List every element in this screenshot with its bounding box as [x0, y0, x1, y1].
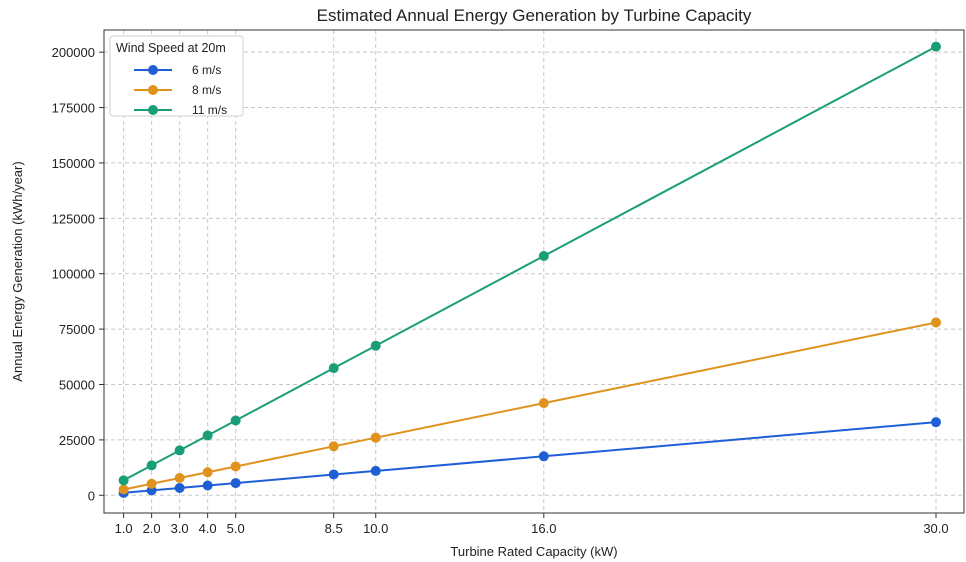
data-point: [230, 415, 241, 426]
data-point: [202, 480, 213, 491]
y-tick-label: 200000: [52, 45, 95, 60]
data-point: [328, 469, 339, 480]
y-tick-label: 175000: [52, 101, 95, 116]
series-11-m-s: [118, 41, 941, 486]
x-tick-label: 2.0: [143, 521, 161, 536]
grid-lines: [104, 30, 964, 513]
data-point: [930, 317, 941, 328]
data-point: [174, 472, 185, 483]
legend-box: [109, 35, 244, 117]
y-axis-label: Annual Energy Generation (kWh/year): [10, 161, 25, 381]
series-line: [123, 421, 937, 494]
x-tick-label: 3.0: [171, 521, 189, 536]
legend-label: 8 m/s: [192, 83, 221, 97]
x-axis-label: Turbine Rated Capacity (kW): [450, 544, 617, 559]
data-point: [146, 460, 157, 471]
data-point: [370, 432, 381, 443]
legend-item: 6 m/s: [134, 63, 221, 77]
data-point: [230, 461, 241, 472]
x-tick-label: 4.0: [199, 521, 217, 536]
data-point: [118, 484, 129, 495]
legend-swatch-marker: [148, 85, 158, 95]
x-tick-label: 8.5: [325, 521, 343, 536]
data-point: [538, 250, 549, 261]
plot-frame: [103, 29, 965, 514]
data-point: [538, 451, 549, 462]
x-tick-label: 16.0: [531, 521, 556, 536]
legend-item: 8 m/s: [134, 83, 221, 97]
data-point: [174, 445, 185, 456]
data-point: [230, 478, 241, 489]
x-tick-label: 30.0: [923, 521, 948, 536]
legend-item: 11 m/s: [134, 103, 227, 117]
y-tick-label: 50000: [59, 377, 95, 392]
series-line: [123, 45, 937, 482]
legend: Wind Speed at 20m 6 m/s 8 m/s 11 m/s: [109, 35, 244, 117]
data-point: [930, 417, 941, 428]
y-tick-label: 25000: [59, 433, 95, 448]
series-layer: [118, 41, 941, 498]
series-8-m-s: [118, 317, 941, 495]
chart-title: Estimated Annual Energy Generation by Tu…: [316, 6, 752, 25]
data-point: [118, 475, 129, 486]
data-point: [174, 482, 185, 493]
legend-swatch-marker: [148, 65, 158, 75]
series-6-m-s: [118, 417, 941, 498]
series-line: [123, 321, 937, 491]
x-tick-label: 5.0: [227, 521, 245, 536]
data-point: [370, 465, 381, 476]
legend-label: 11 m/s: [192, 103, 227, 117]
data-point: [370, 340, 381, 351]
data-point: [538, 398, 549, 409]
data-point: [202, 467, 213, 478]
axes: 1.0 2.0 3.0 4.0 5.0 8.5 10.0 16.0 30.0 0 25000 5000…: [10, 29, 965, 559]
data-point: [146, 478, 157, 489]
y-tick-label: 125000: [52, 211, 95, 226]
data-point: [202, 430, 213, 441]
legend-swatch-marker: [148, 105, 158, 115]
y-tick-label: 150000: [52, 156, 95, 171]
y-tick-label: 0: [88, 488, 95, 503]
legend-title: Wind Speed at 20m: [116, 41, 226, 55]
y-tick-label: 75000: [59, 322, 95, 337]
data-point: [328, 441, 339, 452]
legend-label: 6 m/s: [192, 63, 221, 77]
x-tick-label: 1.0: [115, 521, 133, 536]
data-point: [328, 363, 339, 374]
y-tick-label: 100000: [52, 267, 95, 282]
x-tick-label: 10.0: [363, 521, 388, 536]
data-point: [930, 41, 941, 52]
